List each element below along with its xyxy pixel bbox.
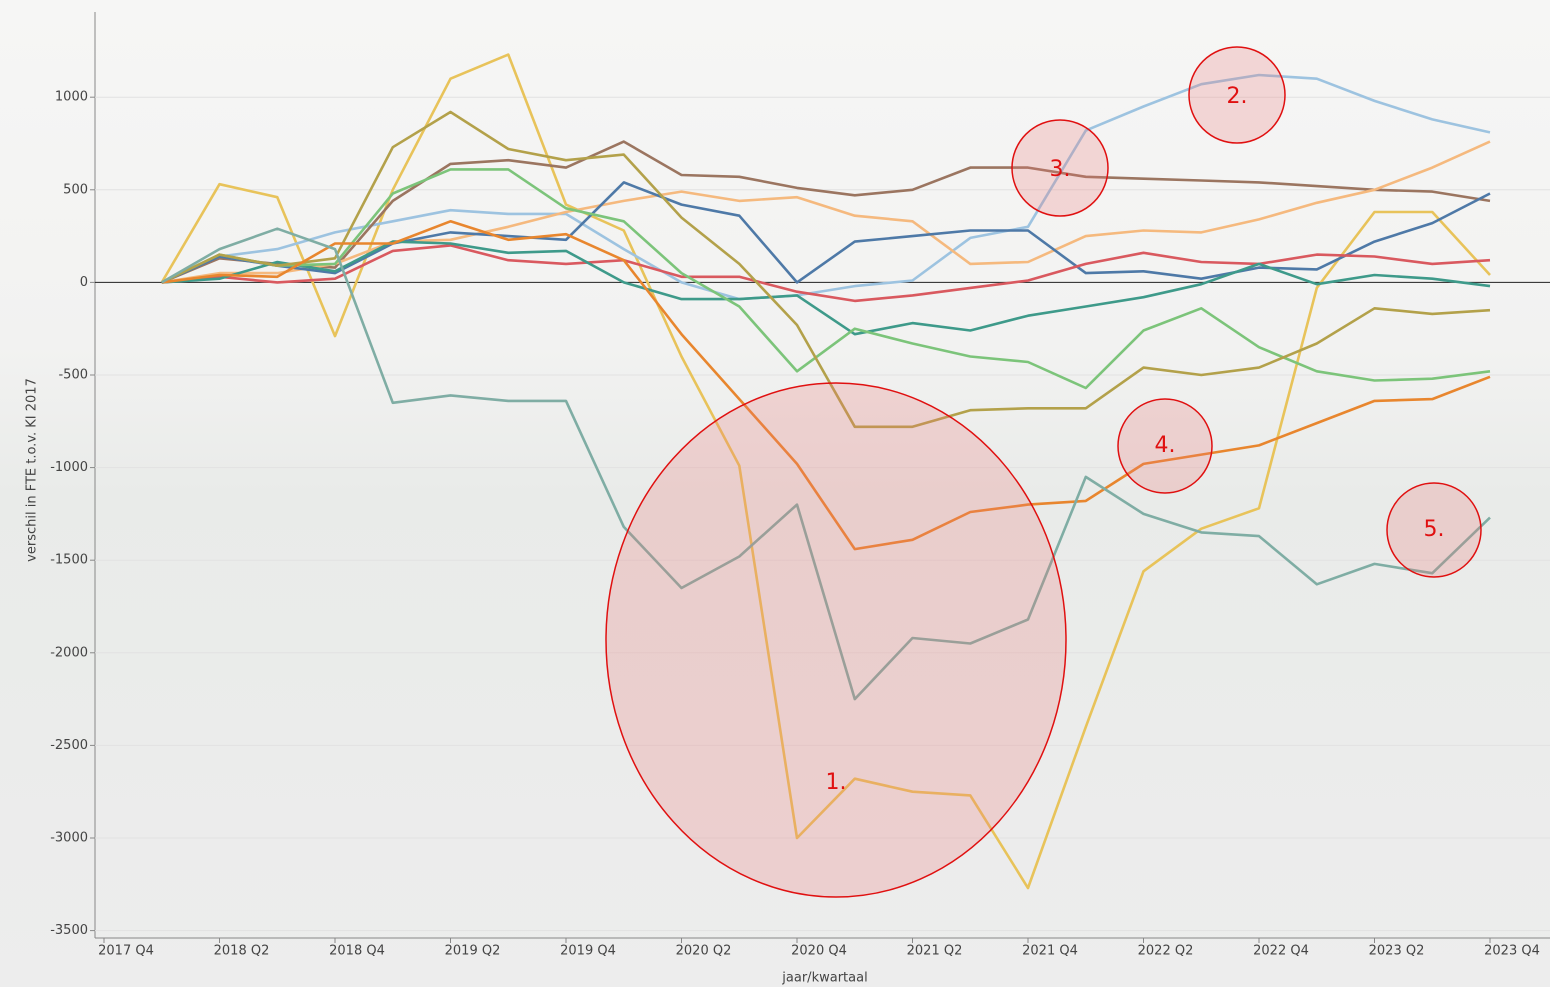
x-tick-label: 2019 Q2 [445, 944, 501, 959]
y-axis-title: verschil in FTE t.o.v. KI 2017 [25, 378, 40, 562]
y-tick-label: -2500 [50, 738, 88, 753]
x-tick-label: 2021 Q4 [1022, 944, 1078, 959]
annotation-label: 3. [1050, 157, 1071, 182]
x-tick-label: 2018 Q4 [329, 944, 385, 959]
x-tick-label: 2022 Q2 [1138, 944, 1194, 959]
y-tick-label: -2000 [50, 645, 88, 660]
x-tick-label: 2018 Q2 [214, 944, 270, 959]
annotation-label: 1. [826, 770, 847, 795]
x-tick-label: 2019 Q4 [560, 944, 616, 959]
x-tick-label: 2020 Q2 [676, 944, 732, 959]
x-axis-title: jaar/kwartaal [781, 971, 867, 986]
x-tick-label: 2017 Q4 [98, 944, 154, 959]
x-tick-label: 2022 Q4 [1253, 944, 1309, 959]
x-tick-label: 2020 Q4 [791, 944, 847, 959]
y-tick-label: 500 [63, 182, 88, 197]
y-tick-label: 0 [80, 275, 88, 290]
annotation-label: 2. [1227, 84, 1248, 109]
y-tick-label: 1000 [55, 90, 88, 105]
x-tick-label: 2023 Q4 [1484, 944, 1540, 959]
annotation-label: 4. [1155, 433, 1176, 458]
y-tick-label: -1500 [50, 553, 88, 568]
y-tick-label: -500 [58, 367, 88, 382]
y-tick-label: -3000 [50, 830, 88, 845]
x-tick-label: 2023 Q2 [1369, 944, 1425, 959]
annotation-circle [606, 383, 1066, 897]
annotation-label: 5. [1424, 517, 1445, 542]
y-tick-label: -3500 [50, 923, 88, 938]
y-tick-label: -1000 [50, 460, 88, 475]
chart: verschil in FTE t.o.v. KI 2017 jaar/kwar… [0, 0, 1550, 987]
x-tick-label: 2021 Q2 [907, 944, 963, 959]
